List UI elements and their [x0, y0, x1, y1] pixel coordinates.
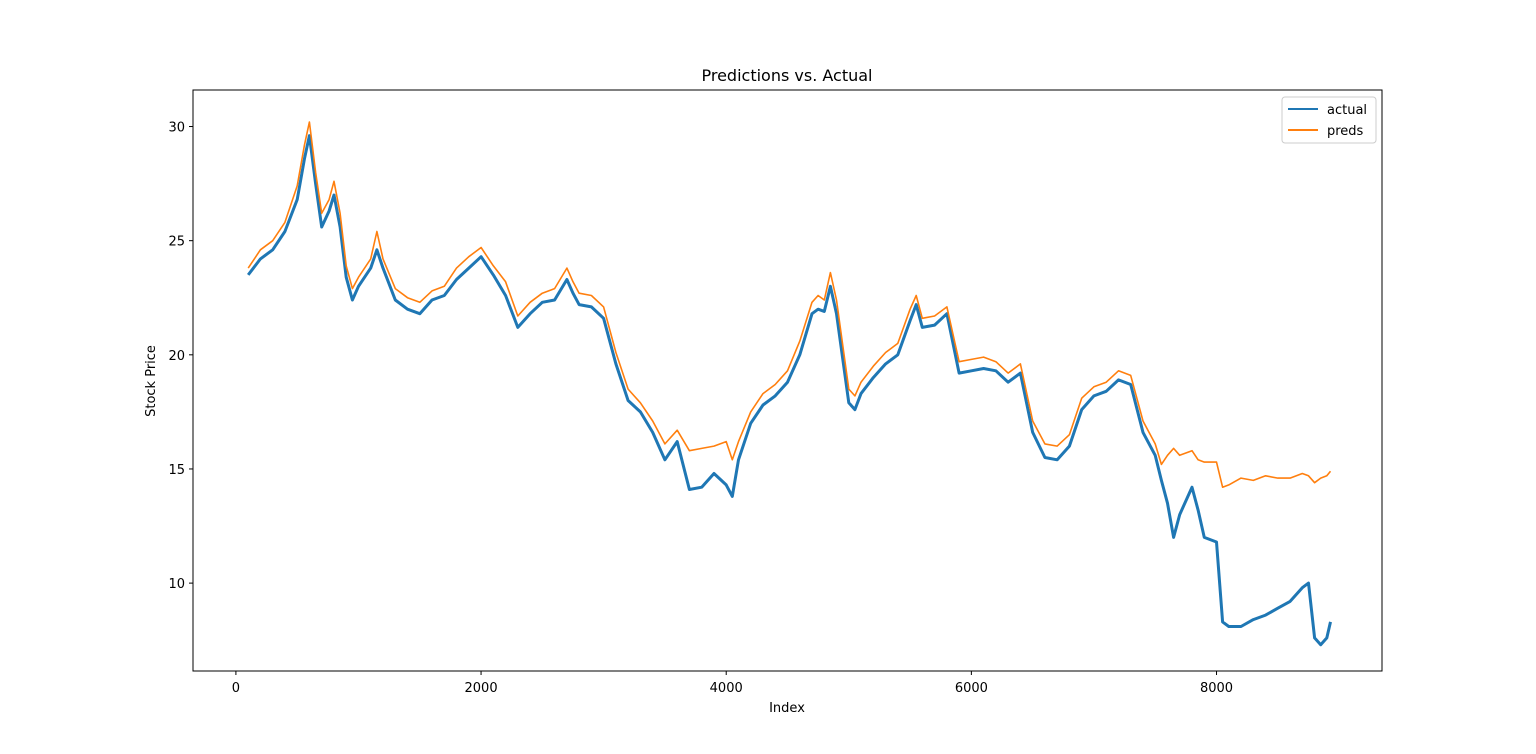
legend-label-actual: actual: [1327, 103, 1367, 118]
x-axis-title: Index: [769, 701, 805, 716]
series-line-preds: [247, 121, 1332, 488]
y-tick-label: 15: [168, 463, 185, 478]
y-tick-label: 25: [168, 235, 185, 250]
y-tick-label: 30: [168, 121, 185, 136]
x-tick-label: 6000: [955, 681, 988, 696]
x-tick-label: 8000: [1200, 681, 1233, 696]
legend-label-preds: preds: [1327, 124, 1364, 139]
series-layer: [247, 121, 1332, 647]
legend: actual preds: [1281, 96, 1377, 144]
x-tick-label: 4000: [710, 681, 743, 696]
y-axis: 10 15 20 25 30: [168, 121, 193, 592]
y-tick-label: 20: [168, 349, 185, 364]
y-axis-title: Stock Price: [144, 345, 159, 417]
plot-frame: [192, 89, 1383, 672]
plot-area: [192, 89, 1383, 672]
x-axis: 0 2000 4000 6000 8000: [232, 671, 1233, 696]
y-tick-label: 10: [168, 577, 185, 592]
x-tick-label: 0: [232, 681, 240, 696]
series-line-actual: [247, 134, 1332, 647]
chart-title: Predictions vs. Actual: [701, 66, 872, 85]
x-tick-label: 2000: [465, 681, 498, 696]
